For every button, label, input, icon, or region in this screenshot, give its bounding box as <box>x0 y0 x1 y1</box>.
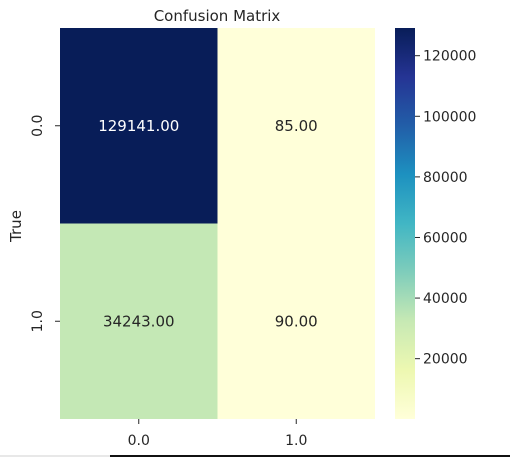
cell-value-label-0-0: 129141.00 <box>98 117 179 135</box>
cell-value-label-0-1: 85.00 <box>275 117 318 135</box>
chart-title: Confusion Matrix <box>154 7 281 25</box>
heatmap-cell-1-1 <box>217 223 375 419</box>
colorbar-tick-label-2: 60000 <box>423 230 468 246</box>
cell-value-label-1-0: 34243.00 <box>103 312 175 330</box>
colorbar-tick-label-0: 20000 <box>423 352 468 368</box>
y-tick-label-1: 1.0 <box>30 310 46 332</box>
divider-dark <box>110 455 510 457</box>
colorbar-tick-label-4: 100000 <box>423 109 476 125</box>
colorbar-tick-label-1: 40000 <box>423 291 468 307</box>
cell-value-label-1-1: 90.00 <box>275 312 318 330</box>
colorbar <box>395 28 415 419</box>
y-tick-label-0: 0.0 <box>30 115 46 137</box>
colorbar-tick-label-5: 120000 <box>423 49 476 65</box>
y-axis-label: True <box>7 210 25 243</box>
x-tick-label-0: 0.0 <box>128 433 150 449</box>
heatmap-cell-1-0 <box>60 223 218 419</box>
x-tick-label-1: 1.0 <box>285 433 307 449</box>
colorbar-tick-label-3: 80000 <box>423 170 468 186</box>
heatmap-cell-0-0 <box>60 28 218 224</box>
heatmap-cell-0-1 <box>217 28 375 224</box>
